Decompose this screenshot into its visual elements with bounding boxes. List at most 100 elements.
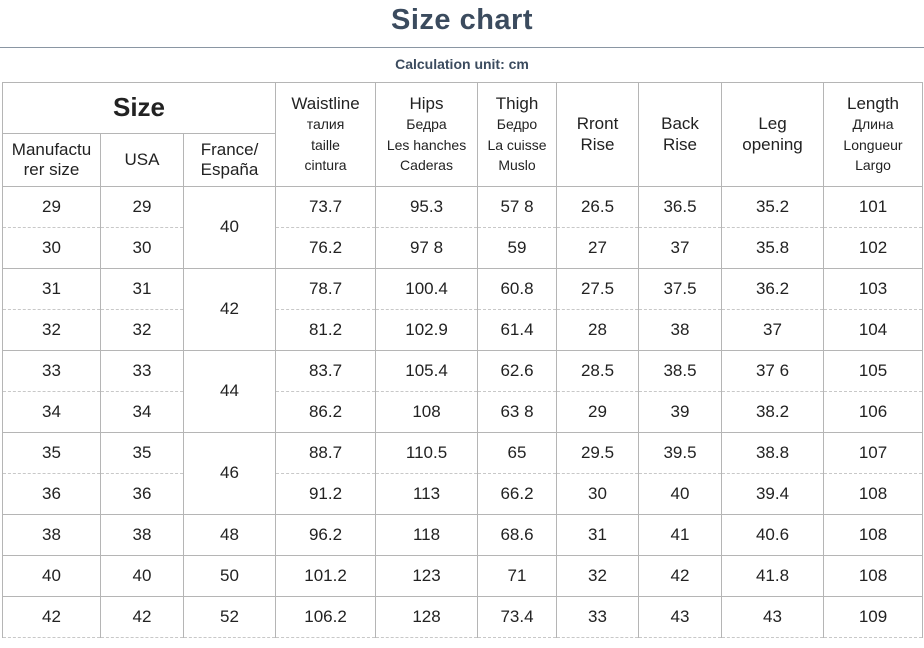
table-row: 35 35 46 88.7 110.5 65 29.5 39.5 38.8 107 (2, 432, 924, 515)
table-cell: 37 (638, 227, 723, 269)
table-cell: 28 (556, 309, 640, 351)
table-cell: 37.5 (638, 268, 723, 310)
table-cell: 39.4 (721, 473, 825, 515)
table-cell: 36 (2, 473, 101, 515)
header-line: opening (742, 134, 803, 154)
table-cell: 36 (100, 473, 184, 515)
table-cell: 52 (182, 596, 277, 638)
table-cell: 38.2 (721, 391, 825, 433)
table-cell: 95.3 (375, 186, 479, 228)
column-header: Leg opening (721, 82, 825, 187)
table-cell: 108 (823, 473, 924, 515)
table-cell: 35.2 (721, 186, 825, 228)
header-line: Hips (409, 93, 444, 113)
table-header: Size Waistline талия taille cintura Hips Бедра… (1, 82, 924, 187)
table-row: 30 30 76.2 97 8 59 27 37 35.8 102 (2, 227, 924, 269)
table-cell: 101 (823, 186, 924, 228)
table-cell: 43 (721, 596, 825, 638)
table-cell: 32 (100, 309, 184, 351)
header-line: cintura (304, 156, 347, 173)
table-cell: 101.2 (275, 555, 377, 597)
table-cell: 63 8 (477, 391, 558, 433)
table-cell: 30 (556, 473, 640, 515)
table-cell: 113 (375, 473, 479, 515)
table-cell: 76.2 (275, 227, 377, 269)
table-cell: 35.8 (721, 227, 825, 269)
header-row: Size Waistline талия taille cintura Hips Бедра… (1, 82, 924, 187)
divider (0, 47, 924, 48)
table-cell: 29 (2, 186, 101, 228)
table-cell: 31 (556, 514, 640, 556)
table-cell: 108 (375, 391, 479, 433)
table-row: 42 42 52 106.2 128 73.4 33 43 43 109 (2, 596, 924, 638)
table-cell: 57 8 (477, 186, 558, 228)
subtitle: Calculation unit: cm (395, 56, 529, 72)
table-cell: 62.6 (477, 350, 558, 392)
table-cell: 123 (375, 555, 479, 597)
table-cell: 33 (2, 350, 101, 392)
table-cell: 91.2 (275, 473, 377, 515)
header-line: Rise (580, 134, 615, 154)
table-cell: 37 6 (721, 350, 825, 392)
table-cell: 103 (823, 268, 924, 310)
size-header: Size (1, 82, 277, 134)
header-line: La cuisse (487, 136, 547, 153)
table-cell: 60.8 (477, 268, 558, 310)
header-line: Rront (576, 114, 619, 134)
header-line: USA (124, 149, 160, 169)
column-header: Hips Бедра Les hanches Caderas (375, 82, 479, 187)
table-cell: 29 (100, 186, 184, 228)
column-header: Length Длина Longueur Largo (823, 82, 924, 187)
table-row: 40 40 50 101.2 123 71 32 42 41.8 108 (2, 555, 924, 597)
table-cell: 81.2 (275, 309, 377, 351)
table-cell: 40 (100, 555, 184, 597)
table-row: 33 33 44 83.7 105.4 62.6 28.5 38.5 37 6 105 (2, 350, 924, 433)
table-cell: 34 (100, 391, 184, 433)
table-row: 31 31 42 78.7 100.4 60.8 27.5 37.5 36.2 103 (2, 268, 924, 351)
table-cell: 42 (182, 268, 277, 351)
header-line: Muslo (498, 156, 536, 173)
table-cell: 59 (477, 227, 558, 269)
header-line: Les hanches (386, 136, 467, 153)
table-cell: 97 8 (375, 227, 479, 269)
table-cell: 65 (477, 432, 558, 474)
table-cell: 71 (477, 555, 558, 597)
table-cell: 43 (638, 596, 723, 638)
table-cell: 26.5 (556, 186, 640, 228)
table-cell: 36.5 (638, 186, 723, 228)
table-cell: 102.9 (375, 309, 479, 351)
table-cell: 27 (556, 227, 640, 269)
column-header: France/España (182, 133, 277, 187)
table-cell: 40 (182, 186, 277, 269)
table-cell: 30 (100, 227, 184, 269)
table-cell: 38 (638, 309, 723, 351)
table-cell: 100.4 (375, 268, 479, 310)
table-cell: 73.7 (275, 186, 377, 228)
header-line: Longueur (843, 136, 903, 153)
table-cell: 35 (2, 432, 101, 474)
column-header: Waistline талия taille cintura (275, 82, 377, 187)
header-line: Thigh (495, 93, 539, 113)
table-cell: 44 (182, 350, 277, 433)
column-header: Back Rise (638, 82, 723, 187)
table-cell: 35 (100, 432, 184, 474)
table-cell: 38.5 (638, 350, 723, 392)
page-title: Size chart (391, 4, 533, 36)
table-cell: 105.4 (375, 350, 479, 392)
table-cell: 107 (823, 432, 924, 474)
table-cell: 41.8 (721, 555, 825, 597)
header-line: Waistline (291, 93, 360, 113)
table-cell: 110.5 (375, 432, 479, 474)
table-row: 38 38 48 96.2 118 68.6 31 41 40.6 108 (2, 514, 924, 556)
table-cell: 105 (823, 350, 924, 392)
table-row: 32 32 81.2 102.9 61.4 28 38 37 104 (2, 309, 924, 351)
table-cell: 33 (100, 350, 184, 392)
table-cell: 38 (100, 514, 184, 556)
table-cell: 29.5 (556, 432, 640, 474)
table-cell: 109 (823, 596, 924, 638)
table-cell: 40 (638, 473, 723, 515)
column-header: USA (100, 133, 184, 187)
table-cell: 68.6 (477, 514, 558, 556)
table-cell: 29 (556, 391, 640, 433)
table-cell: 102 (823, 227, 924, 269)
